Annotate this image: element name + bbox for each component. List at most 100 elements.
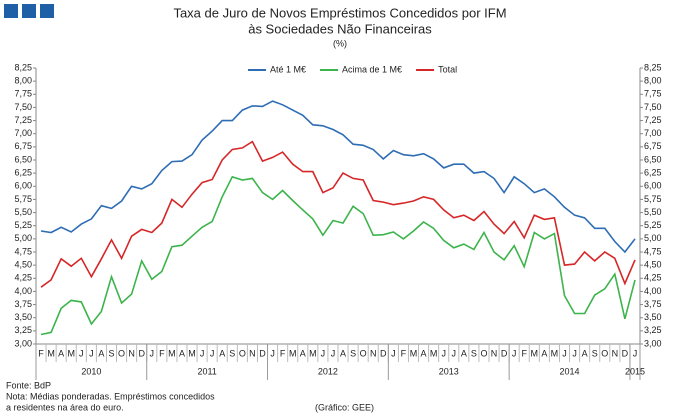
y-tick-label: 6,50: [14, 154, 32, 164]
x-tick-label: M: [309, 348, 317, 358]
year-label: 2015: [625, 366, 645, 376]
year-label: 2010: [81, 366, 101, 376]
x-tick-label: O: [601, 348, 608, 358]
x-tick-label: D: [138, 348, 145, 358]
x-tick-label: N: [249, 348, 256, 358]
y-tick-label: 8,25: [14, 62, 32, 72]
y-tick-label: 4,75: [14, 246, 32, 256]
year-label: 2014: [560, 366, 580, 376]
y-tick-label: 6,75: [14, 141, 32, 151]
x-tick-label: M: [551, 348, 559, 358]
logo-square: [22, 4, 36, 18]
y-tick-label: 4,25: [14, 273, 32, 283]
legend-label: Acima de 1 M€: [342, 64, 402, 74]
y2-tick-label: 4,50: [644, 260, 662, 270]
logo-square: [40, 4, 54, 18]
legend-label: Até 1 M€: [270, 64, 306, 74]
series-line: [40, 140, 636, 288]
x-tick-label: M: [168, 348, 176, 358]
x-tick-label: J: [562, 348, 567, 358]
y-tick-label: 3,25: [14, 325, 32, 335]
x-tick-label: M: [531, 348, 539, 358]
y-tick-label: 5,75: [14, 194, 32, 204]
series-line: [40, 100, 636, 254]
note: Nota: Médias ponderadas. Empréstimos con…: [6, 391, 215, 401]
x-tick-label: S: [350, 348, 356, 358]
y2-tick-label: 5,00: [644, 233, 662, 243]
x-tick-label: D: [259, 348, 266, 358]
y-tick-label: 7,50: [14, 102, 32, 112]
x-tick-label: J: [391, 348, 396, 358]
x-tick-label: N: [612, 348, 619, 358]
y2-tick-label: 3,00: [644, 338, 662, 348]
note: a residentes na área do euro.: [6, 402, 124, 412]
x-tick-label: J: [210, 348, 215, 358]
x-tick-label: A: [219, 348, 225, 358]
year-label: 2013: [439, 366, 459, 376]
y-tick-label: 7,00: [14, 128, 32, 138]
x-tick-label: M: [410, 348, 418, 358]
y-tick-label: 6,25: [14, 168, 32, 178]
x-tick-label: N: [491, 348, 498, 358]
y2-tick-label: 5,25: [644, 220, 662, 230]
x-tick-label: A: [179, 348, 185, 358]
y-tick-label: 8,00: [14, 76, 32, 86]
y2-tick-label: 6,25: [644, 168, 662, 178]
x-tick-label: J: [89, 348, 94, 358]
legend-label: Total: [438, 64, 457, 74]
chart-title: Taxa de Juro de Novos Empréstimos Conced…: [173, 5, 506, 20]
y2-tick-label: 4,75: [644, 246, 662, 256]
x-tick-label: F: [159, 348, 165, 358]
y-tick-label: 4,50: [14, 260, 32, 270]
y2-tick-label: 4,00: [644, 286, 662, 296]
x-tick-label: D: [380, 348, 387, 358]
y-tick-label: 3,00: [14, 338, 32, 348]
y2-tick-label: 5,50: [644, 207, 662, 217]
y2-tick-label: 4,25: [644, 273, 662, 283]
y-tick-label: 7,75: [14, 89, 32, 99]
y-tick-label: 5,50: [14, 207, 32, 217]
y2-tick-label: 6,75: [644, 141, 662, 151]
x-tick-label: D: [501, 348, 508, 358]
y-tick-label: 6,00: [14, 181, 32, 191]
x-tick-label: J: [200, 348, 205, 358]
x-tick-label: J: [633, 348, 638, 358]
x-tick-label: F: [280, 348, 286, 358]
y-tick-label: 3,75: [14, 299, 32, 309]
x-tick-label: S: [471, 348, 477, 358]
y2-tick-label: 6,50: [644, 154, 662, 164]
y2-tick-label: 8,25: [644, 62, 662, 72]
x-tick-label: D: [622, 348, 629, 358]
x-tick-label: O: [360, 348, 367, 358]
logo-square: [4, 4, 18, 18]
y-tick-label: 7,25: [14, 115, 32, 125]
y-tick-label: 3,50: [14, 312, 32, 322]
unit: (%): [333, 38, 347, 48]
x-tick-label: J: [270, 348, 275, 358]
chart-subtitle: às Sociedades Não Financeiras: [248, 21, 432, 36]
x-tick-label: M: [289, 348, 297, 358]
y2-tick-label: 7,50: [644, 102, 662, 112]
y2-tick-label: 7,75: [644, 89, 662, 99]
x-tick-label: A: [541, 348, 547, 358]
x-tick-label: O: [239, 348, 246, 358]
x-tick-label: S: [592, 348, 598, 358]
x-tick-label: N: [128, 348, 135, 358]
y2-tick-label: 6,00: [644, 181, 662, 191]
x-tick-label: N: [370, 348, 377, 358]
x-tick-label: O: [118, 348, 125, 358]
x-tick-label: F: [521, 348, 527, 358]
x-tick-label: A: [98, 348, 104, 358]
x-tick-label: J: [452, 348, 457, 358]
x-tick-label: A: [421, 348, 427, 358]
x-tick-label: S: [108, 348, 114, 358]
year-label: 2011: [197, 366, 216, 376]
y2-tick-label: 3,50: [644, 312, 662, 322]
x-tick-label: M: [47, 348, 55, 358]
x-tick-label: J: [79, 348, 84, 358]
series-line: [40, 175, 636, 336]
x-tick-label: J: [512, 348, 517, 358]
y2-tick-label: 7,00: [644, 128, 662, 138]
y2-tick-label: 3,75: [644, 299, 662, 309]
